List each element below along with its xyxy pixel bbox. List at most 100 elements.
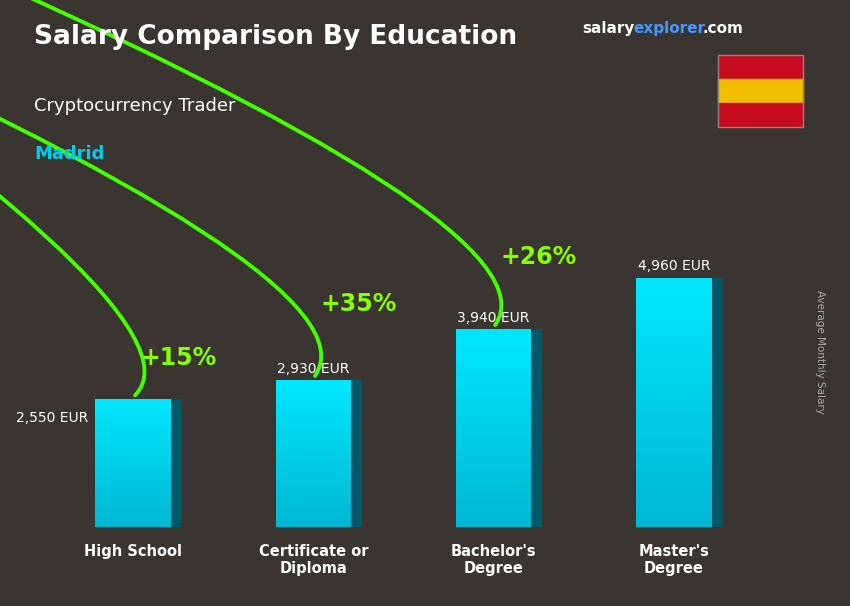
Bar: [456, 474, 531, 481]
Bar: [275, 429, 351, 434]
Bar: [95, 411, 171, 416]
Bar: [95, 459, 171, 463]
Bar: [95, 446, 171, 450]
Bar: [636, 286, 711, 294]
Bar: [636, 461, 711, 469]
Bar: [456, 514, 531, 521]
Polygon shape: [711, 278, 722, 527]
Text: Average Monthly Salary: Average Monthly Salary: [815, 290, 825, 413]
Bar: [275, 498, 351, 502]
Bar: [95, 429, 171, 433]
Bar: [275, 468, 351, 473]
Bar: [275, 458, 351, 464]
Bar: [636, 361, 711, 369]
Polygon shape: [351, 380, 362, 527]
Bar: [275, 453, 351, 458]
Bar: [456, 481, 531, 488]
Bar: [95, 403, 171, 407]
Bar: [275, 409, 351, 414]
Bar: [456, 395, 531, 402]
Bar: [95, 471, 171, 476]
Bar: [456, 494, 531, 501]
Bar: [718, 55, 803, 79]
Bar: [636, 311, 711, 319]
Bar: [456, 421, 531, 428]
Bar: [95, 399, 171, 403]
Bar: [636, 385, 711, 394]
Bar: [456, 329, 531, 336]
Bar: [456, 375, 531, 382]
Bar: [456, 507, 531, 514]
Bar: [275, 399, 351, 404]
Bar: [95, 480, 171, 484]
Polygon shape: [171, 399, 182, 527]
Bar: [456, 441, 531, 448]
Bar: [275, 518, 351, 522]
Bar: [275, 488, 351, 493]
Bar: [275, 502, 351, 508]
Bar: [636, 419, 711, 427]
Bar: [456, 435, 531, 441]
Text: Madrid: Madrid: [34, 145, 105, 164]
Bar: [636, 411, 711, 419]
Bar: [456, 408, 531, 415]
Bar: [636, 327, 711, 336]
Bar: [95, 476, 171, 480]
Bar: [95, 450, 171, 454]
Text: explorer: explorer: [633, 21, 706, 36]
Text: +15%: +15%: [140, 345, 216, 370]
Bar: [718, 103, 803, 127]
Bar: [718, 79, 803, 103]
Bar: [456, 362, 531, 368]
Bar: [275, 390, 351, 395]
Text: 2,550 EUR: 2,550 EUR: [16, 411, 88, 425]
Bar: [95, 514, 171, 519]
Bar: [636, 494, 711, 502]
Bar: [636, 278, 711, 286]
Bar: [456, 342, 531, 348]
Bar: [275, 380, 351, 385]
Bar: [456, 461, 531, 468]
Text: 3,940 EUR: 3,940 EUR: [457, 311, 530, 325]
Bar: [456, 521, 531, 527]
Bar: [275, 439, 351, 444]
Bar: [95, 425, 171, 429]
Bar: [636, 319, 711, 327]
Text: Cryptocurrency Trader: Cryptocurrency Trader: [34, 97, 235, 115]
Bar: [456, 402, 531, 408]
Bar: [636, 444, 711, 452]
Bar: [456, 382, 531, 388]
Bar: [456, 415, 531, 421]
Bar: [95, 438, 171, 442]
Polygon shape: [531, 329, 542, 527]
Bar: [636, 478, 711, 485]
Bar: [456, 348, 531, 355]
Bar: [95, 510, 171, 514]
Bar: [636, 427, 711, 436]
Bar: [636, 378, 711, 385]
Bar: [95, 506, 171, 510]
Bar: [636, 369, 711, 378]
Bar: [275, 414, 351, 419]
Bar: [95, 416, 171, 420]
Bar: [456, 468, 531, 474]
Bar: [456, 336, 531, 342]
Bar: [456, 368, 531, 375]
Bar: [275, 508, 351, 513]
Bar: [636, 452, 711, 461]
Bar: [275, 483, 351, 488]
Text: 2,930 EUR: 2,930 EUR: [277, 362, 349, 376]
Bar: [95, 523, 171, 527]
Bar: [95, 502, 171, 506]
Bar: [95, 498, 171, 502]
Bar: [636, 469, 711, 478]
Bar: [636, 436, 711, 444]
Bar: [95, 433, 171, 438]
Bar: [456, 501, 531, 507]
Bar: [636, 519, 711, 527]
Bar: [95, 420, 171, 425]
Bar: [636, 394, 711, 402]
Bar: [456, 388, 531, 395]
Text: +26%: +26%: [501, 245, 577, 268]
Bar: [95, 407, 171, 411]
